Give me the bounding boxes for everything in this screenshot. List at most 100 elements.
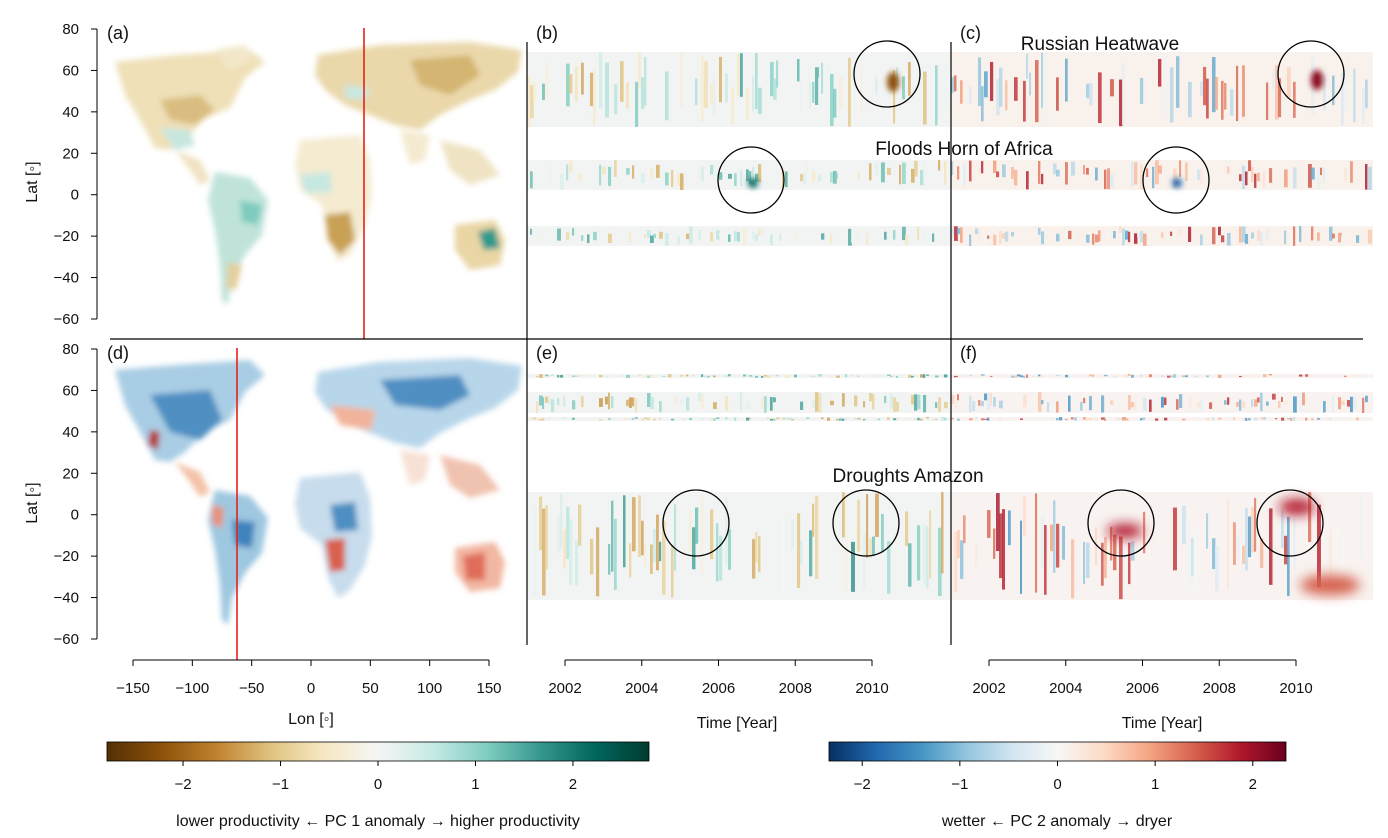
heatmap-band xyxy=(951,52,1373,127)
heatmap-cell xyxy=(833,88,837,118)
heatmap-cell xyxy=(656,514,659,571)
time-f-tick-label: 2004 xyxy=(1049,680,1082,697)
heatmap-cell xyxy=(923,374,926,378)
colorbar-pc2-tick-label: 1 xyxy=(1151,776,1159,793)
heatmap-cell xyxy=(1176,56,1180,108)
heatmap-cell xyxy=(644,375,648,378)
heatmap-cell xyxy=(1161,375,1165,377)
heatmap-cell xyxy=(1134,162,1138,185)
heatmap-cell xyxy=(1068,230,1072,240)
time-axis-label-f: Time [Year] xyxy=(1122,715,1203,732)
colorbar-pc2: −2 −1 0 1 2 wetter ← PC 2 anomaly → dryer xyxy=(828,741,1287,830)
heatmap-cell xyxy=(800,173,804,182)
heatmap-cell xyxy=(875,76,878,95)
heatmap-cell xyxy=(1104,169,1107,190)
heatmap-cell xyxy=(1278,401,1281,409)
time-f-tick-label: 2002 xyxy=(972,680,1005,697)
heatmap-cell xyxy=(1242,226,1246,243)
heatmap-cell xyxy=(746,169,749,182)
heatmap-cell xyxy=(650,397,654,409)
heatmap-cell xyxy=(812,399,816,408)
heatmap-cell xyxy=(734,231,737,242)
heatmap-cell xyxy=(1131,541,1135,561)
heatmap-cell xyxy=(563,417,566,419)
panel-label-f: (f) xyxy=(960,343,977,363)
heatmap-cell xyxy=(605,418,609,421)
heatmap-cell xyxy=(578,504,582,546)
heatmap-cell xyxy=(1065,418,1068,420)
heatmap-cell xyxy=(725,73,728,103)
heatmap-cell xyxy=(755,233,759,242)
heatmap-cell xyxy=(1206,513,1209,549)
heatmap-cell xyxy=(1119,418,1122,420)
heatmap-cell xyxy=(884,395,887,403)
heatmap-cell xyxy=(1332,233,1335,239)
heatmap-cell xyxy=(803,75,806,114)
heatmap-cell xyxy=(1050,417,1054,420)
heatmap-cell xyxy=(590,72,594,107)
heatmap-cell xyxy=(1332,396,1335,413)
heatmap-cell xyxy=(1041,173,1044,185)
heatmap-cell xyxy=(1257,230,1261,241)
heatmap-cell xyxy=(719,56,722,103)
heatmap-cell xyxy=(1275,65,1279,120)
heatmap-cell xyxy=(1170,418,1173,420)
heatmap-cell xyxy=(1284,230,1287,245)
heatmap-cell xyxy=(668,374,672,378)
heatmap-cell xyxy=(1230,89,1234,116)
heatmap-cell xyxy=(1236,401,1240,407)
heatmap-cell xyxy=(809,530,813,577)
heatmap-cell xyxy=(857,375,860,377)
heatmap-cell xyxy=(818,174,822,182)
heatmap-cell xyxy=(1221,80,1224,120)
heatmap-cell xyxy=(677,374,680,378)
heatmap-cell xyxy=(623,495,626,568)
heatmap-cell xyxy=(569,374,573,378)
heatmap-cell xyxy=(875,493,879,537)
heatmap-cell xyxy=(984,71,988,98)
heatmap-cell xyxy=(1056,401,1059,413)
heatmap-cell xyxy=(776,60,779,88)
heatmap-f xyxy=(951,374,1373,600)
heatmap-cell xyxy=(737,374,741,378)
heatmap-cell xyxy=(1134,402,1137,410)
time-f-tick-label: 2008 xyxy=(1203,680,1236,697)
heatmap-cell xyxy=(1131,161,1134,187)
heatmap-cell xyxy=(560,401,564,408)
lon-axis-label: Lon [◦] xyxy=(288,711,334,728)
heatmap-cell xyxy=(1293,417,1296,421)
heatmap-cell xyxy=(740,392,743,411)
heatmap-cell xyxy=(665,233,669,246)
lat-axis-label-top: Lat [◦] xyxy=(24,161,41,202)
heatmap-cell xyxy=(1311,418,1314,420)
heatmap-cell xyxy=(761,375,764,378)
heatmap-cell xyxy=(1149,374,1152,378)
heatmap-cell xyxy=(1218,417,1222,420)
heatmap-cell xyxy=(608,392,611,410)
heatmap-cell xyxy=(647,375,651,378)
heatmap-cell xyxy=(725,226,728,241)
heatmap-cell xyxy=(1098,72,1102,124)
heatmap-cell xyxy=(993,234,997,246)
heatmap-cell xyxy=(566,63,570,107)
heatmap-cell xyxy=(764,374,768,377)
heatmap-cell xyxy=(767,375,771,378)
heatmap-cell xyxy=(1239,174,1242,182)
heatmap-cell xyxy=(1347,56,1350,86)
heatmap-cell xyxy=(530,85,534,119)
heatmap-cell xyxy=(963,515,966,544)
heatmap-cell xyxy=(755,375,759,378)
heatmap-cell xyxy=(1281,510,1284,549)
heatmap-cell xyxy=(1044,54,1047,125)
heatmap-cell xyxy=(644,542,647,569)
heatmap-cell xyxy=(1098,230,1101,242)
heatmap-cell xyxy=(1065,230,1069,240)
time-e-tick-label: 2006 xyxy=(702,680,735,697)
heatmap-cell xyxy=(1284,400,1288,406)
heatmap-cell xyxy=(794,234,798,239)
event-circles xyxy=(662,40,1345,557)
heatmap-cell xyxy=(1029,72,1032,96)
heatmap-cell xyxy=(587,234,590,244)
heatmap-cell xyxy=(954,375,958,378)
heatmap-cell xyxy=(641,77,645,110)
